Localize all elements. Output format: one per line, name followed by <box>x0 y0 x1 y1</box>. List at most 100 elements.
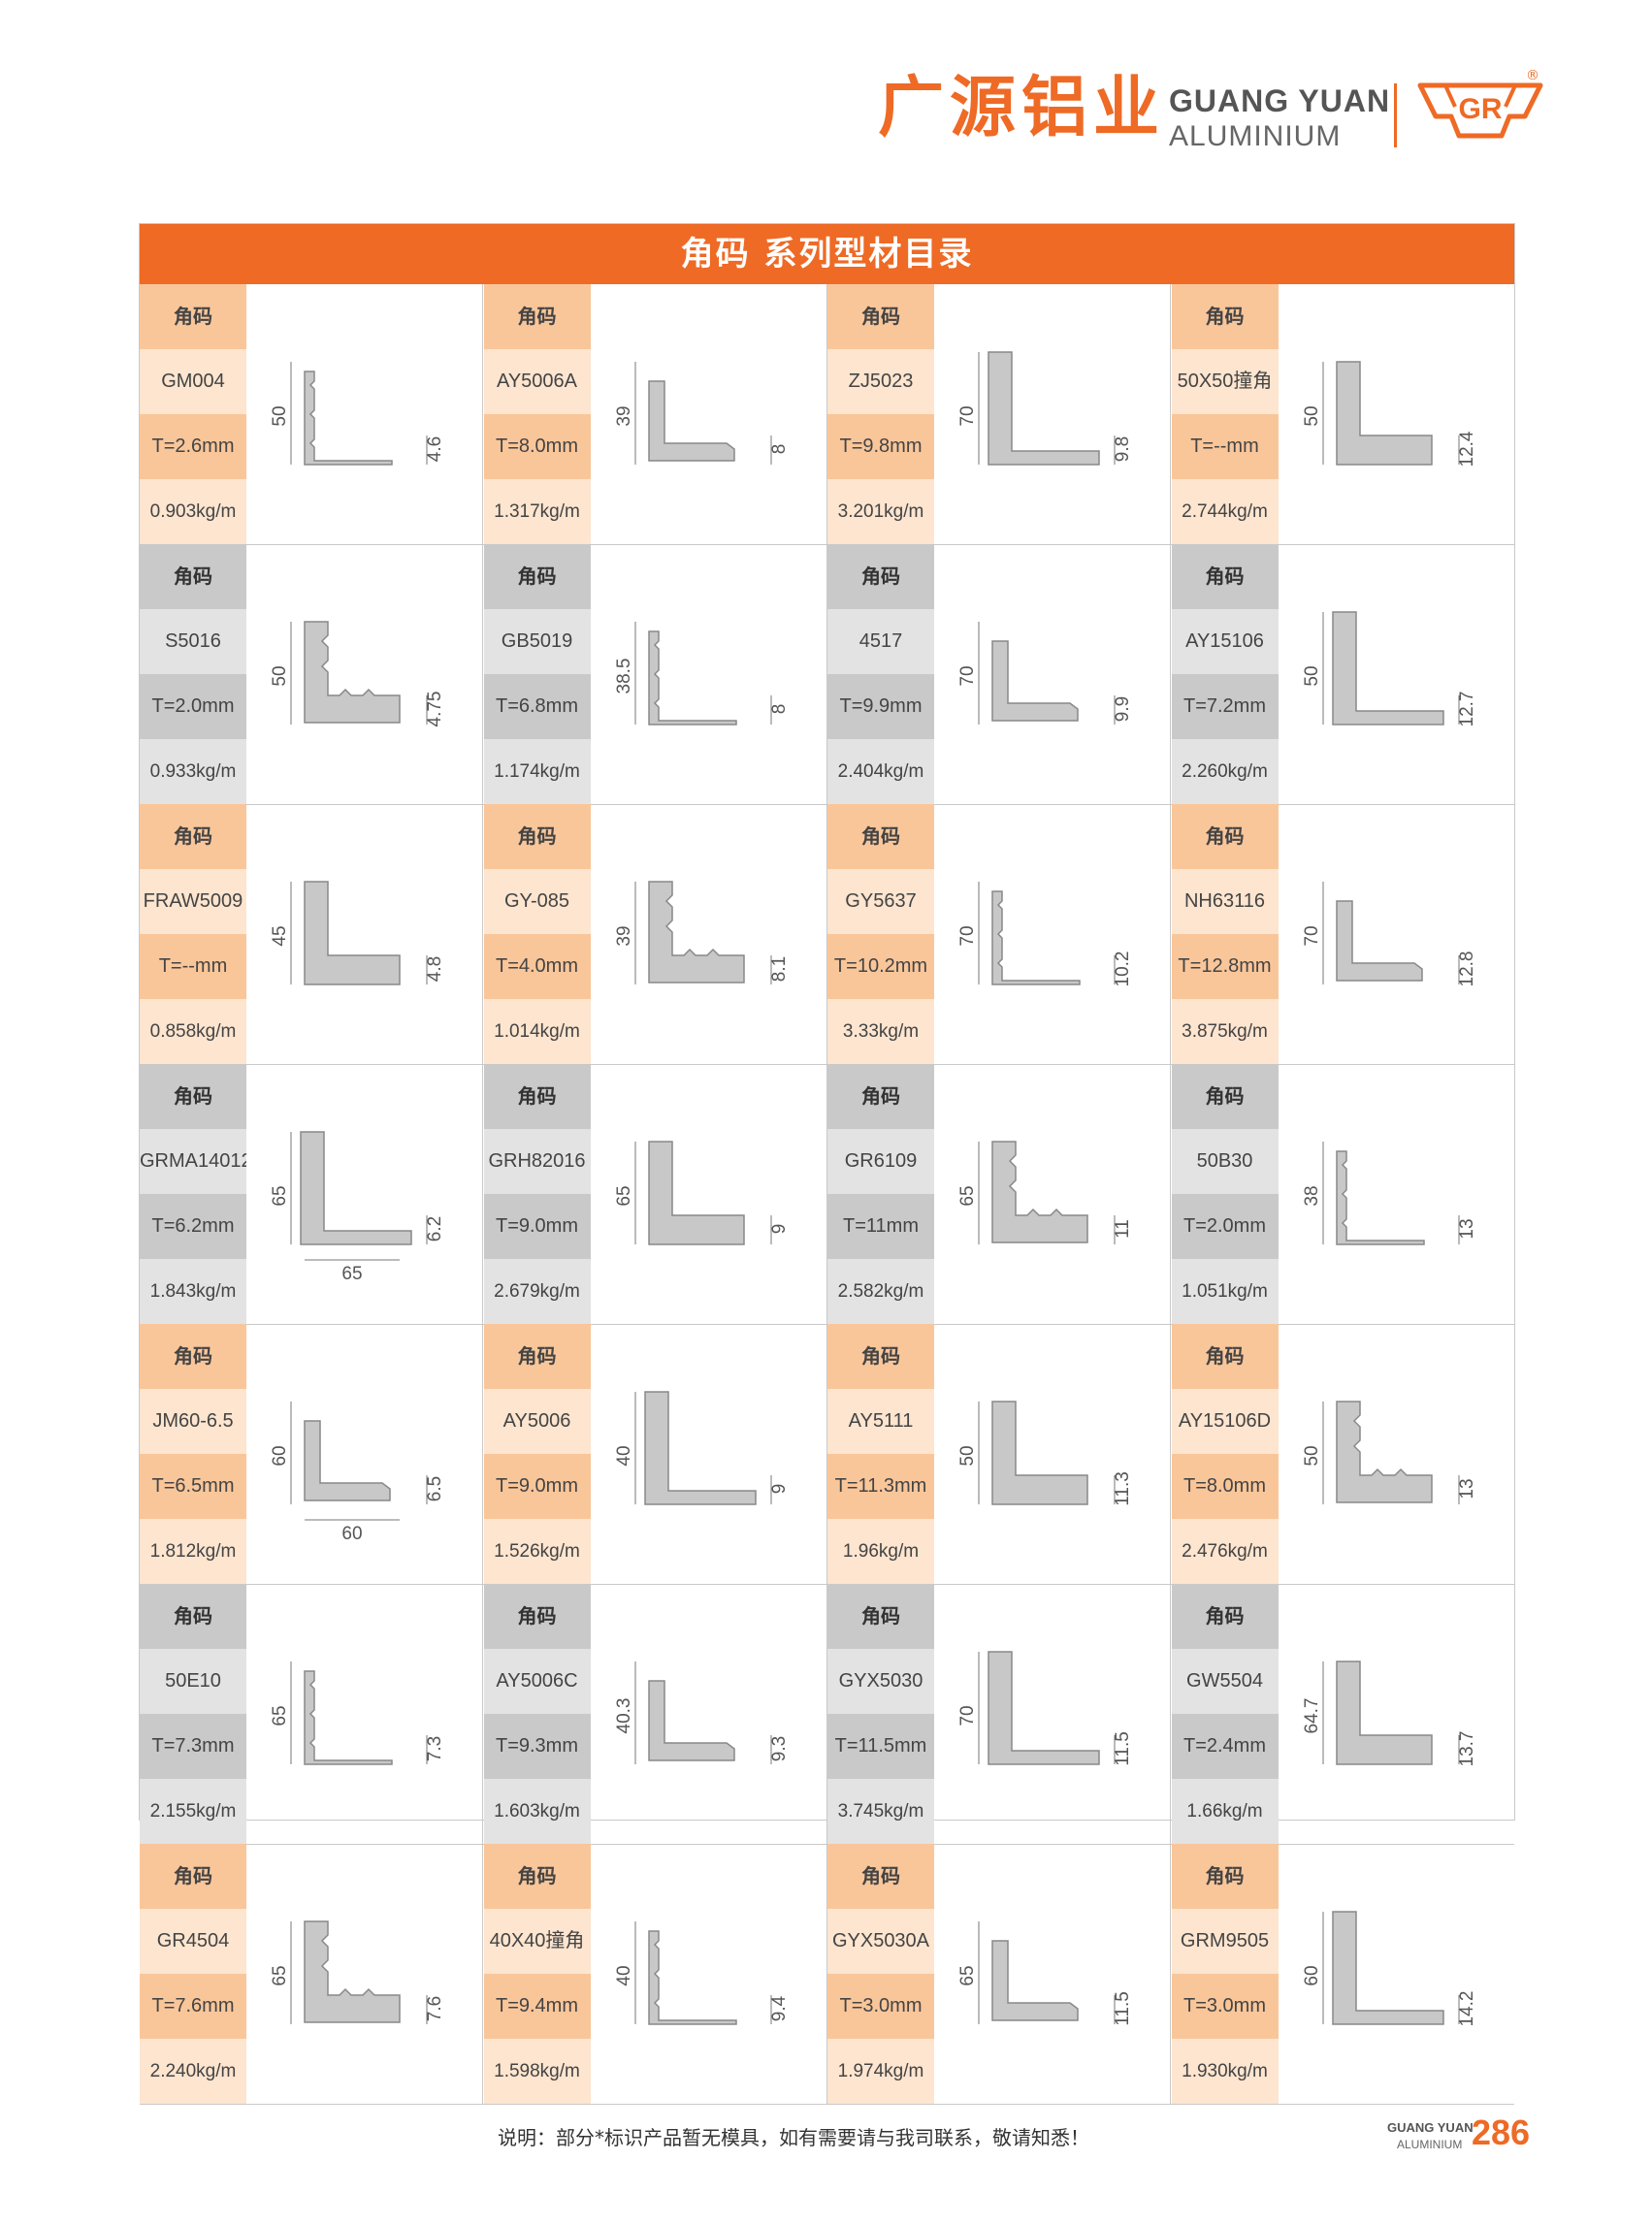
profile-drawing: 50 13 <box>1279 1324 1515 1584</box>
dim-label-thickness: 10.2 <box>1113 951 1133 987</box>
product-model: GM004 <box>140 349 246 414</box>
product-thickness: T=7.2mm <box>1171 674 1279 739</box>
profile-shape <box>304 1670 393 1765</box>
product-thickness: T=--mm <box>140 934 246 999</box>
profile-shape <box>300 1131 412 1245</box>
profile-shape <box>1331 1911 1444 2025</box>
product-info: 角码 GYX5030A T=3.0mm 1.974kg/m <box>827 1844 934 2104</box>
profile-drawing: 65 6.2 65 <box>246 1064 483 1324</box>
angle-profile-icon: 40 9 <box>614 1391 790 1505</box>
product-weight: 1.526kg/m <box>483 1519 591 1584</box>
product-card: 角码 GRH82016 T=9.0mm 2.679kg/m 65 9 <box>483 1064 827 1324</box>
angle-profile-icon: 65 11.5 <box>957 1921 1133 2026</box>
profile-shape <box>647 1680 735 1761</box>
profile-shape <box>988 1651 1100 1765</box>
dim-label-height: 60 <box>1302 1965 1322 1985</box>
product-thickness: T=2.4mm <box>1171 1714 1279 1779</box>
product-info: 角码 AY5006 T=9.0mm 1.526kg/m <box>483 1324 591 1584</box>
product-thickness: T=6.5mm <box>140 1454 246 1519</box>
product-weight: 1.96kg/m <box>827 1519 934 1584</box>
angle-profile-icon: 60 14.2 <box>1302 1911 1477 2027</box>
profile-shape <box>304 1420 391 1501</box>
angle-profile-icon: 504.75 <box>270 621 445 727</box>
product-model: ZJ5023 <box>827 349 934 414</box>
profile-drawing: 65 7.6 <box>246 1844 483 2104</box>
profile-drawing: 70 12.8 <box>1279 804 1515 1064</box>
product-weight: 2.240kg/m <box>140 2039 246 2104</box>
dim-label-thickness: 13 <box>1457 1478 1477 1499</box>
dim-label-thickness: 11 <box>1113 1219 1133 1239</box>
profile-shape <box>647 630 737 726</box>
product-card: 角码 GY-085 T=4.0mm 1.014kg/m 39 8.1 <box>483 804 827 1064</box>
product-model: AY5111 <box>827 1389 934 1454</box>
product-weight: 3.745kg/m <box>827 1779 934 1844</box>
product-weight: 1.317kg/m <box>483 479 591 544</box>
product-thickness: T=8.0mm <box>483 414 591 479</box>
angle-profile-icon: 50 12.4 <box>1302 361 1477 467</box>
dim-label-height: 64.7 <box>1302 1698 1322 1734</box>
profile-shape <box>647 1141 745 1245</box>
brand-name-cn: 广源铝业 <box>878 70 1166 146</box>
dim-label-height: 65 <box>957 1185 978 1206</box>
product-weight: 2.476kg/m <box>1171 1519 1279 1584</box>
profile-shape <box>304 881 401 985</box>
product-model: GR6109 <box>827 1129 934 1194</box>
product-info: 角码 S5016 T=2.0mm 0.933kg/m <box>140 544 246 804</box>
product-weight: 0.933kg/m <box>140 739 246 804</box>
product-model: GY5637 <box>827 869 934 934</box>
product-thickness: T=9.4mm <box>483 1974 591 2039</box>
product-card: 角码 GB5019 T=6.8mm 1.174kg/m 38.5 8 <box>483 544 827 804</box>
catalog-row: 角码 GR4504 T=7.6mm 2.240kg/m 65 7.6 角码 40X40撞角 T=… <box>140 1844 1514 2105</box>
dim-label-thickness: 14.2 <box>1457 1991 1477 2027</box>
profile-drawing: 65 7.3 <box>246 1584 483 1844</box>
profile-shape <box>991 640 1079 722</box>
angle-profile-icon: 504.6 <box>270 362 445 466</box>
dim-label-thickness: 9.8 <box>1113 436 1133 462</box>
angle-profile-icon: 38.58 <box>614 622 790 726</box>
dim-label-height: 70 <box>1302 925 1322 946</box>
dim-label-thickness: 4.75 <box>425 692 445 727</box>
angle-profile-icon: 39 8 <box>614 362 790 465</box>
dim-label-thickness: 9 <box>769 1224 790 1235</box>
profile-drawing: 70 11.5 <box>934 1584 1171 1844</box>
profile-drawing: 40 9.4 <box>591 1844 827 2104</box>
product-model: AY15106 <box>1171 609 1279 674</box>
product-category: 角码 <box>1171 544 1279 609</box>
product-card: 角码 AY5006 T=9.0mm 1.526kg/m 40 9 <box>483 1324 827 1584</box>
profile-drawing: 39 8 <box>591 284 827 544</box>
product-card: 角码 AY15106 T=7.2mm 2.260kg/m 50 12.7 <box>1171 544 1515 804</box>
product-card: 角码 AY5006C T=9.3mm 1.603kg/m 40.3 9.3 <box>483 1584 827 1844</box>
dim-label-thickness: 8 <box>769 704 790 715</box>
product-thickness: T=7.6mm <box>140 1974 246 2039</box>
angle-profile-icon: 70 10.2 <box>957 882 1133 987</box>
product-category: 角码 <box>483 1584 591 1649</box>
product-category: 角码 <box>483 284 591 349</box>
product-info: 角码 JM60-6.5 T=6.5mm 1.812kg/m <box>140 1324 246 1584</box>
product-category: 角码 <box>827 1844 934 1909</box>
product-thickness: T=9.9mm <box>827 674 934 739</box>
dim-label-thickness: 12.4 <box>1457 431 1477 467</box>
product-info: 角码 AY5006A T=8.0mm 1.317kg/m <box>483 284 591 544</box>
profile-shape <box>647 380 735 462</box>
product-weight: 1.812kg/m <box>140 1519 246 1584</box>
product-model: GYX5030 <box>827 1649 934 1714</box>
product-info: 角码 50B30 T=2.0mm 1.051kg/m <box>1171 1064 1279 1324</box>
product-category: 角码 <box>827 1064 934 1129</box>
profile-drawing: 70 10.2 <box>934 804 1171 1064</box>
dim-label-height: 40 <box>614 1445 634 1466</box>
product-category: 角码 <box>140 1324 246 1389</box>
product-thickness: T=3.0mm <box>827 1974 934 2039</box>
dim-label-thickness: 9.3 <box>769 1736 790 1761</box>
dim-label-height: 40 <box>614 1965 634 1985</box>
dim-label-height: 65 <box>270 1965 290 1985</box>
product-category: 角码 <box>1171 1844 1279 1909</box>
profile-shape <box>647 881 745 984</box>
dim-label-width: 65 <box>341 1264 362 1284</box>
dim-label-height: 65 <box>270 1705 290 1725</box>
dim-label-height: 65 <box>957 1965 978 1985</box>
dim-label-height: 70 <box>957 665 978 686</box>
product-model: GRH82016 <box>483 1129 591 1194</box>
product-card: 角码 GR4504 T=7.6mm 2.240kg/m 65 7.6 <box>140 1844 483 2104</box>
product-info: 角码 40X40撞角 T=9.4mm 1.598kg/m <box>483 1844 591 2104</box>
profile-shape <box>1335 1401 1433 1503</box>
